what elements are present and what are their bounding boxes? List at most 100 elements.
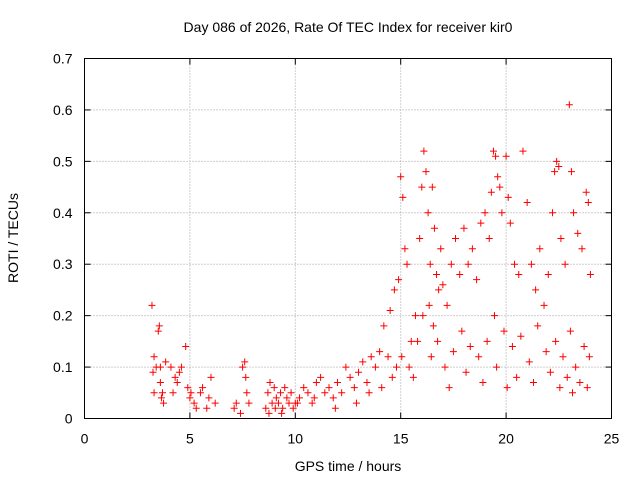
data-point (157, 394, 165, 402)
x-tick-label: 15 (393, 431, 409, 447)
data-point (578, 245, 586, 253)
data-point (274, 399, 282, 407)
data-point (175, 368, 183, 376)
data-point (367, 353, 375, 361)
data-point (310, 394, 318, 402)
data-point (534, 322, 542, 330)
data-point (150, 353, 158, 361)
data-point (386, 307, 394, 314)
data-point (572, 363, 580, 371)
data-point (169, 389, 177, 397)
data-point (205, 394, 213, 402)
data-point (312, 379, 320, 386)
data-point (150, 389, 158, 397)
data-point (496, 183, 504, 191)
data-point (268, 399, 276, 407)
data-point (557, 235, 565, 242)
data-point (424, 209, 432, 217)
data-point (492, 152, 500, 160)
data-point (422, 168, 430, 176)
data-point (583, 384, 591, 392)
data-point (293, 399, 301, 407)
x-tick-label: 25 (604, 431, 620, 447)
data-point (403, 260, 411, 268)
plot-frame (84, 58, 612, 419)
data-point (199, 384, 207, 392)
data-point (498, 209, 506, 217)
data-point (419, 312, 427, 320)
data-point (158, 389, 166, 397)
data-point (584, 199, 592, 206)
data-point (567, 168, 575, 176)
data-point (434, 337, 442, 345)
data-point (392, 363, 400, 371)
data-point (544, 271, 552, 278)
data-point (435, 286, 443, 294)
x-tick-label: 0 (81, 431, 89, 447)
data-point (458, 327, 466, 335)
data-point (271, 404, 279, 412)
data-point (279, 404, 287, 412)
data-point (489, 147, 497, 155)
data-point (515, 271, 523, 278)
data-point (236, 409, 244, 417)
y-tick-label: 0.6 (53, 102, 73, 118)
data-point (559, 353, 567, 361)
data-point (460, 224, 468, 232)
data-point (525, 358, 533, 366)
data-point (565, 101, 573, 109)
data-point (491, 312, 499, 320)
data-point (331, 404, 339, 412)
data-point (232, 399, 240, 407)
data-point (551, 168, 559, 176)
data-point (468, 245, 476, 253)
data-point (546, 368, 554, 376)
data-point (378, 384, 386, 392)
data-point (278, 409, 286, 417)
data-point (414, 337, 422, 345)
data-point (329, 394, 337, 402)
data-point (359, 358, 367, 366)
data-point (425, 301, 433, 309)
data-point (580, 343, 588, 350)
data-point (321, 389, 329, 397)
data-point (536, 245, 544, 253)
data-point (262, 404, 270, 412)
data-point (585, 353, 593, 361)
y-tick-label: 0.3 (53, 256, 73, 272)
data-point (270, 384, 278, 392)
data-point (420, 147, 428, 155)
data-point (439, 281, 447, 289)
data-point (437, 245, 445, 253)
data-point (296, 394, 304, 402)
data-point (241, 358, 249, 366)
data-point (272, 394, 280, 402)
data-point (569, 389, 577, 397)
data-point (371, 363, 379, 371)
data-points (148, 101, 594, 417)
data-point (429, 322, 437, 330)
axis-ticks: 0 5 10 15 20 25 0 0.1 0.2 0.3 0.4 0.5 0.6 0.7 (53, 51, 619, 447)
data-point (411, 312, 419, 320)
data-point (333, 379, 341, 386)
data-point (426, 260, 434, 268)
data-point (239, 363, 247, 371)
data-point (479, 379, 487, 386)
data-point (576, 379, 584, 386)
data-point (401, 245, 409, 253)
data-point (502, 152, 510, 160)
data-point (449, 348, 457, 356)
x-tick-label: 10 (288, 431, 304, 447)
data-point (452, 235, 460, 242)
x-tick-label: 20 (498, 431, 514, 447)
data-point (346, 373, 354, 381)
data-point (207, 373, 215, 381)
data-point (148, 301, 156, 309)
data-point (338, 389, 346, 397)
data-point (365, 389, 373, 397)
data-point (203, 404, 211, 412)
data-point (155, 322, 163, 330)
data-point (230, 404, 238, 412)
data-point (317, 373, 325, 381)
